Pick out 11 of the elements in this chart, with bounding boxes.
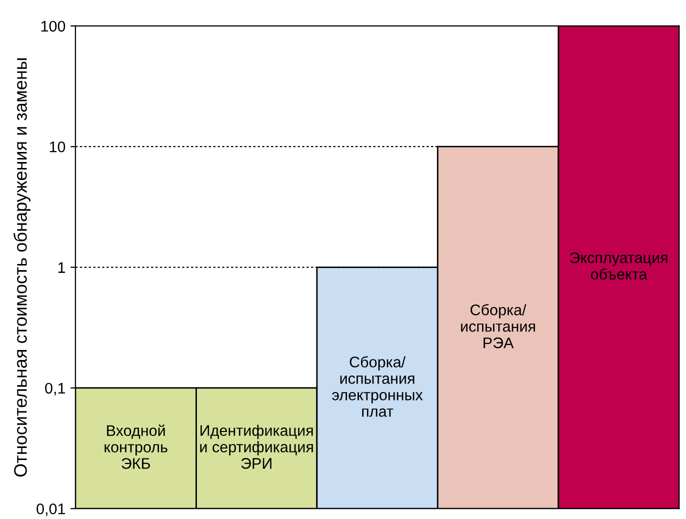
y-tick-label: 0,1 (45, 382, 65, 396)
x-tick-label: Эксплуатация объекта (570, 252, 668, 280)
y-tick-label: 0,01 (36, 503, 65, 516)
y-tick-label: 1 (58, 262, 65, 273)
x-tick-label: Сборка/ испытания электронных плат (332, 356, 423, 417)
y-tick-label: 10 (50, 141, 66, 152)
x-tick-label: Входной контроль ЭКБ (104, 424, 168, 469)
y-tick-label: 100 (41, 20, 66, 32)
y-axis-title: Относительная стоимость обнаружения и замены (13, 58, 30, 477)
x-tick-label: Сборка/ испытания РЭА (461, 304, 535, 348)
x-tick-label: Идентификация и сертификация ЭРИ (200, 424, 313, 469)
